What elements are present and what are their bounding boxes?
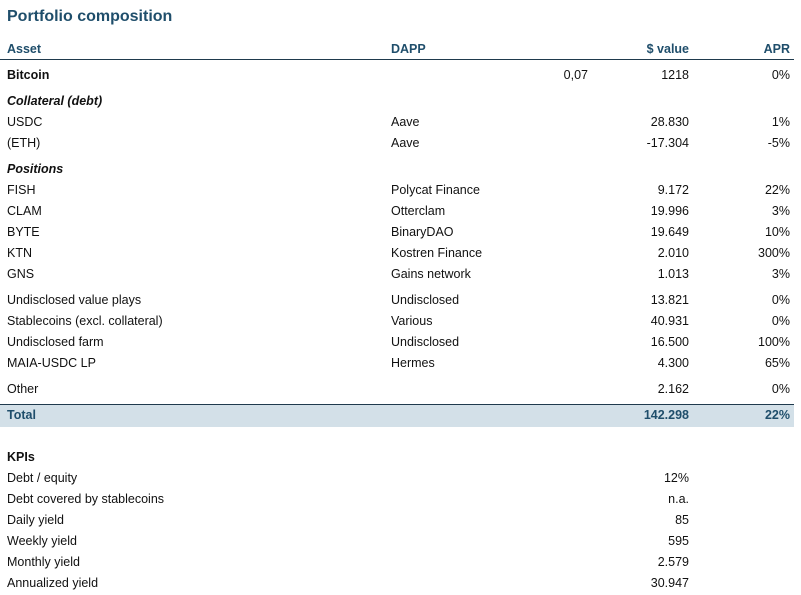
table-row-value: 19.649 (650, 225, 689, 239)
header-asset: Asset (7, 42, 42, 56)
table-row-apr: 10% (764, 225, 790, 239)
table-row-dapp: Kostren Finance (391, 246, 483, 260)
other-apr: 0% (771, 382, 790, 396)
table-row-value: 1.013 (657, 267, 689, 281)
table-row-asset: GNS (7, 267, 35, 281)
table-row-dapp: Various (391, 314, 433, 328)
table-row-asset: Stablecoins (excl. collateral) (7, 314, 163, 328)
page-title: Portfolio composition (7, 8, 173, 25)
kpi-label: Monthly yield (7, 555, 80, 569)
header-divider (0, 59, 794, 60)
table-row-apr: 0% (771, 314, 790, 328)
table-row-asset: KTN (7, 246, 32, 260)
table-row-value: 19.996 (650, 204, 689, 218)
table-row-asset: (ETH) (7, 136, 41, 150)
total-label: Total (7, 408, 36, 422)
bitcoin-amount: 0,07 (563, 68, 588, 82)
table-row-apr: 1% (771, 115, 790, 129)
positions-section-title: Positions (7, 162, 64, 176)
header-dapp: DAPP (391, 42, 426, 56)
table-row-asset: CLAM (7, 204, 42, 218)
table-row-dapp: Gains network (391, 267, 471, 281)
other-value: 2.162 (657, 382, 689, 396)
kpi-label: Debt / equity (7, 471, 78, 485)
table-row-asset: USDC (7, 115, 43, 129)
bitcoin-value: 1218 (661, 68, 689, 82)
header-apr: APR (763, 42, 790, 56)
table-row-dapp: Aave (391, 115, 420, 129)
table-row-apr: 100% (758, 335, 790, 349)
table-row-dapp: Hermes (391, 356, 435, 370)
kpi-label: Annualized yield (7, 576, 99, 590)
table-row-asset: Undisclosed value plays (7, 293, 142, 307)
kpi-value: n.a. (668, 492, 689, 506)
table-row-apr: 3% (771, 267, 790, 281)
total-value: 142.298 (643, 408, 689, 422)
table-row-asset: MAIA-USDC LP (7, 356, 96, 370)
table-row-value: 9.172 (657, 183, 689, 197)
table-row-apr: 22% (764, 183, 790, 197)
kpi-label: Weekly yield (7, 534, 77, 548)
table-row-dapp: Otterclam (391, 204, 446, 218)
table-row-asset: FISH (7, 183, 36, 197)
table-row-value: 4.300 (657, 356, 689, 370)
kpi-value: 595 (668, 534, 689, 548)
table-row-value: 16.500 (650, 335, 689, 349)
kpi-value: 12% (663, 471, 689, 485)
table-row-dapp: Undisclosed (391, 293, 460, 307)
table-row-asset: Undisclosed farm (7, 335, 104, 349)
table-row-value: 28.830 (650, 115, 689, 129)
bitcoin-asset: Bitcoin (7, 68, 50, 82)
kpi-label: Debt covered by stablecoins (7, 492, 165, 506)
kpi-value: 30.947 (650, 576, 689, 590)
table-row-apr: 65% (764, 356, 790, 370)
table-row-apr: 300% (758, 246, 790, 260)
collateral-section-title: Collateral (debt) (7, 94, 103, 108)
table-row-apr: 3% (771, 204, 790, 218)
table-row-value: 40.931 (650, 314, 689, 328)
kpis-title: KPIs (7, 450, 35, 464)
table-row-apr: -5% (767, 136, 790, 150)
total-row (0, 404, 794, 427)
kpi-value: 85 (675, 513, 689, 527)
table-row-dapp: BinaryDAO (391, 225, 454, 239)
table-row-value: -17.304 (646, 136, 689, 150)
other-asset: Other (7, 382, 39, 396)
kpi-label: Daily yield (7, 513, 64, 527)
table-row-value: 2.010 (657, 246, 689, 260)
header-value: $ value (646, 42, 689, 56)
table-row-apr: 0% (771, 293, 790, 307)
table-row-dapp: Aave (391, 136, 420, 150)
table-row-dapp: Undisclosed (391, 335, 460, 349)
kpi-value: 2.579 (657, 555, 689, 569)
table-row-dapp: Polycat Finance (391, 183, 480, 197)
bitcoin-apr: 0% (771, 68, 790, 82)
total-apr: 22% (764, 408, 790, 422)
table-row-value: 13.821 (650, 293, 689, 307)
table-row-asset: BYTE (7, 225, 40, 239)
